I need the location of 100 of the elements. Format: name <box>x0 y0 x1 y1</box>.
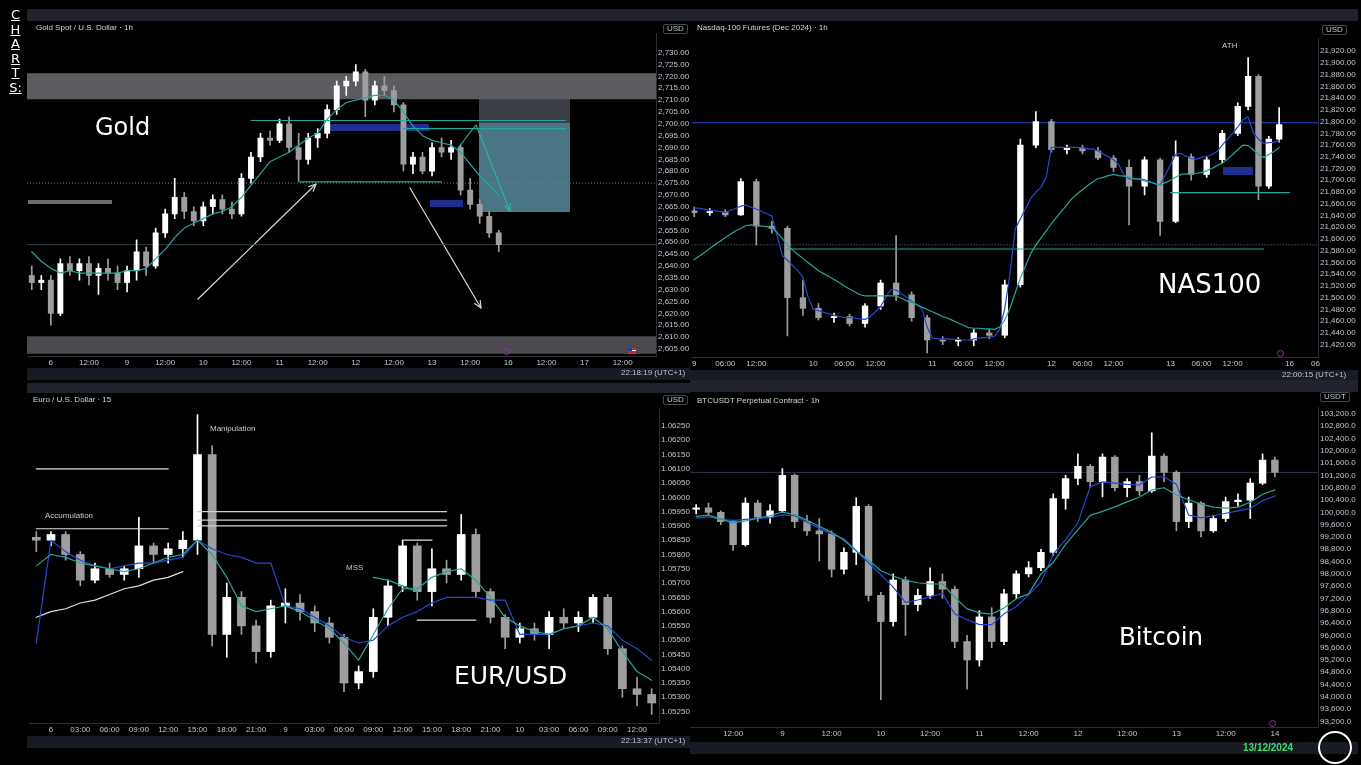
y-tick-label: 1.05350 <box>661 678 691 688</box>
y-axis-title: USD <box>1322 25 1347 35</box>
x-tick-label: 12 <box>1046 359 1057 368</box>
y-tick-label: 1.05300 <box>661 692 691 702</box>
y-tick-label: 1.05500 <box>661 635 691 645</box>
x-tick-label: 18:00 <box>216 725 238 734</box>
y-tick-label: 21,840.00 <box>1320 93 1357 103</box>
annotation: Accumulation <box>45 511 94 521</box>
y-tick-label: 1.06150 <box>661 449 691 459</box>
x-tick-label: 16 <box>503 358 514 367</box>
y-tick-label: 96,000.0 <box>1320 630 1352 640</box>
y-tick-label: 2,640.00 <box>658 261 690 271</box>
x-tick-label: 15:00 <box>421 725 443 734</box>
x-tick-label: 12:00 <box>78 358 100 367</box>
y-tick-label: 95,600.0 <box>1320 642 1352 652</box>
x-tick-label: 14 <box>1270 729 1280 738</box>
y-tick-label: 1.06250 <box>661 421 691 431</box>
y-tick-label: 1.05950 <box>661 506 691 516</box>
x-tick-label: 03:00 <box>539 725 560 734</box>
y-tick-label: 2,700.00 <box>658 119 690 129</box>
y-tick-label: 2,610.00 <box>658 332 690 342</box>
y-tick-label: 21,600.00 <box>1320 234 1357 244</box>
y-tick-label: 2,670.00 <box>658 190 690 200</box>
x-tick-label: 13 <box>427 358 438 367</box>
y-tick-label: 2,605.00 <box>658 344 690 354</box>
chart-subtitle: BTCUSDT Perpetual Contract · 1h <box>697 396 820 406</box>
x-tick-label: 12:00 <box>723 729 744 738</box>
x-tick-label: 10 <box>808 359 819 368</box>
y-tick-label: 93,200.0 <box>1320 716 1352 726</box>
y-tick-label: 1.05650 <box>661 592 691 602</box>
y-tick-label: 2,710.00 <box>658 95 690 105</box>
y-tick-label: 21,560.00 <box>1320 257 1357 267</box>
y-tick-label: 21,440.00 <box>1320 328 1357 338</box>
x-tick-label: 9 <box>283 725 289 734</box>
x-tick-label: 06:00 <box>953 359 974 368</box>
y-tick-label: 94,800.0 <box>1320 667 1352 677</box>
y-tick-label: 21,620.00 <box>1320 222 1357 232</box>
x-tick-label: 10 <box>515 725 525 734</box>
x-tick-label: 09:00 <box>128 725 150 734</box>
x-tick-label: 12:00 <box>1215 729 1237 738</box>
text: 22:13:37 (UTC+1) <box>621 736 686 746</box>
y-tick-label: 21,920.00 <box>1320 46 1357 56</box>
x-tick-label: 12:00 <box>1018 729 1040 738</box>
y-axis-title: USDT <box>1320 392 1350 402</box>
x-tick-label: 18:00 <box>451 725 472 734</box>
y-tick-label: 102,000.0 <box>1320 446 1357 456</box>
x-tick-label: 12:00 <box>1222 359 1244 368</box>
y-tick-label: 98,000.0 <box>1320 569 1352 579</box>
y-tick-label: 1.06200 <box>661 435 691 445</box>
y-axis-title: USD <box>663 395 688 405</box>
y-tick-label: 96,800.0 <box>1320 605 1352 615</box>
x-tick-label: 06:00 <box>1191 359 1213 368</box>
x-tick-label: 12:00 <box>158 725 179 734</box>
y-tick-label: 21,900.00 <box>1320 58 1357 68</box>
annotation: MSS <box>346 563 364 573</box>
y-tick-label: 21,860.00 <box>1320 81 1357 91</box>
text: 22:00:15 (UTC+1) <box>1282 370 1347 380</box>
x-tick-label: 03:00 <box>304 725 326 734</box>
x-tick-label: 13 <box>1166 359 1176 368</box>
y-tick-label: 2,715.00 <box>658 83 690 93</box>
y-tick-label: 1.05800 <box>661 549 691 559</box>
x-tick-label: 09:00 <box>597 725 619 734</box>
x-tick-label: 06:00 <box>99 725 121 734</box>
y-tick-label: 21,520.00 <box>1320 281 1357 291</box>
y-tick-label: 2,725.00 <box>658 59 690 69</box>
x-tick-label: 15:00 <box>187 725 209 734</box>
x-tick-label: 09:00 <box>363 725 384 734</box>
y-tick-label: 2,655.00 <box>658 225 690 235</box>
text: 22:18:19 (UTC+1) <box>621 368 686 378</box>
x-tick-label: 12:00 <box>460 358 481 367</box>
text: Gold <box>95 113 151 142</box>
x-tick-label: 06:00 <box>568 725 589 734</box>
y-tick-label: 2,695.00 <box>658 130 690 140</box>
x-tick-label: 12 <box>1073 729 1083 738</box>
y-tick-label: 21,580.00 <box>1320 245 1357 255</box>
x-tick-label: 11 <box>928 359 938 368</box>
y-tick-label: 21,500.00 <box>1320 292 1357 302</box>
y-tick-label: 1.05900 <box>661 521 691 531</box>
y-tick-label: 21,680.00 <box>1320 187 1357 197</box>
x-tick-label: 12:00 <box>612 358 634 367</box>
x-tick-label: 12:00 <box>536 358 557 367</box>
y-tick-label: 100,800.0 <box>1320 482 1357 492</box>
y-tick-label: 1.05450 <box>661 649 691 659</box>
text: 13/12/2024 <box>1243 742 1294 754</box>
x-tick-label: 06:00 <box>834 359 855 368</box>
x-tick-label: 17 <box>580 358 590 367</box>
x-tick-label: 12:00 <box>920 729 941 738</box>
y-tick-label: 2,630.00 <box>658 284 690 294</box>
y-tick-label: 21,460.00 <box>1320 316 1357 326</box>
text: EUR/USD <box>454 661 568 691</box>
annotation: ATH <box>1222 41 1238 51</box>
y-tick-label: 2,625.00 <box>658 296 690 306</box>
y-tick-label: 21,540.00 <box>1320 269 1357 279</box>
y-tick-label: 2,650.00 <box>658 237 690 247</box>
x-tick-label: 10 <box>876 729 886 738</box>
y-tick-label: 21,660.00 <box>1320 198 1357 208</box>
x-tick-label: 12:00 <box>392 725 414 734</box>
x-tick-label: 9 <box>780 729 786 738</box>
y-tick-label: 100,000.0 <box>1320 507 1357 517</box>
x-tick-label: 9 <box>692 359 697 368</box>
